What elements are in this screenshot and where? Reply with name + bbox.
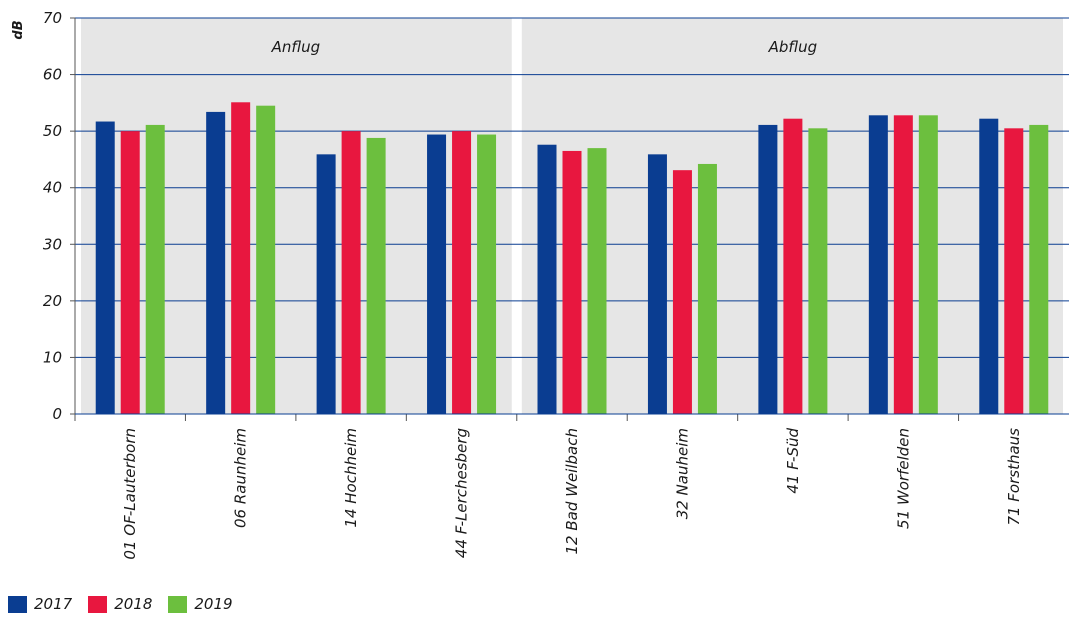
bar-2019-3: [477, 134, 497, 414]
bar-2018-6: [783, 118, 803, 414]
y-tick-label: 20: [43, 292, 62, 310]
bar-2018-7: [893, 115, 913, 414]
bar-2018-8: [1004, 128, 1024, 415]
bar-2017-7: [868, 115, 888, 414]
bar-2018-2: [341, 131, 361, 414]
y-tick-label: 50: [43, 122, 62, 140]
y-tick-label: 70: [43, 9, 62, 27]
y-tick-label: 30: [43, 235, 62, 253]
x-category-label: 14 Hochheim: [342, 428, 360, 528]
x-category-label: 71 Forsthaus: [1005, 428, 1023, 526]
bar-2019-5: [697, 163, 717, 414]
legend-item: 2018: [88, 595, 152, 613]
bar-2017-0: [95, 121, 115, 415]
bar-2017-3: [427, 134, 447, 414]
bar-2019-8: [1029, 124, 1049, 415]
bar-2017-8: [979, 118, 999, 414]
bar-2018-0: [120, 131, 140, 414]
legend-item: 2017: [8, 595, 72, 613]
legend-label: 2018: [114, 595, 153, 613]
y-axis-label: dB: [11, 20, 26, 39]
bar-2019-2: [366, 137, 386, 414]
bar-2018-1: [231, 102, 251, 414]
bar-2019-0: [145, 124, 165, 415]
y-tick-label: 40: [43, 179, 62, 197]
legend: 2017 2018 2019: [8, 595, 249, 613]
bar-2018-5: [672, 170, 692, 414]
group-label-abflug: Abflug: [768, 38, 818, 56]
x-category-label: 06 Raunheim: [232, 428, 250, 528]
legend-swatch: [168, 595, 188, 613]
bar-2019-4: [587, 148, 607, 414]
bar-2018-3: [452, 131, 472, 414]
legend-label: 2017: [34, 595, 73, 613]
x-category-label: 32 Nauheim: [673, 428, 691, 519]
x-category-label: 12 Bad Weilbach: [563, 428, 581, 555]
bar-2017-2: [316, 154, 336, 414]
bar-2019-6: [808, 128, 828, 415]
x-category-label: 01 OF-Lauterborn: [121, 428, 139, 560]
y-tick-label: 60: [43, 66, 62, 84]
legend-swatch: [8, 595, 27, 613]
bar-2019-1: [256, 105, 276, 414]
y-tick-label: 10: [43, 348, 62, 366]
bar-2017-5: [647, 154, 667, 414]
group-label-anflug: Anflug: [271, 38, 321, 56]
legend-item: 2019: [168, 595, 233, 613]
group-panel-anflug: [81, 18, 512, 414]
bar-2019-7: [918, 115, 938, 414]
bar-2017-1: [206, 111, 226, 414]
x-category-label: 41 F-Süd: [784, 428, 802, 494]
y-tick-label: 0: [52, 405, 62, 423]
legend-label: 2019: [194, 595, 233, 613]
bar-2018-4: [562, 150, 582, 414]
x-category-label: 51 Worfelden: [894, 428, 912, 529]
bar-2017-4: [537, 144, 557, 414]
bar-2017-6: [758, 124, 778, 415]
x-category-label: 44 F-Lerchesberg: [453, 428, 471, 558]
legend-swatch: [88, 595, 108, 613]
